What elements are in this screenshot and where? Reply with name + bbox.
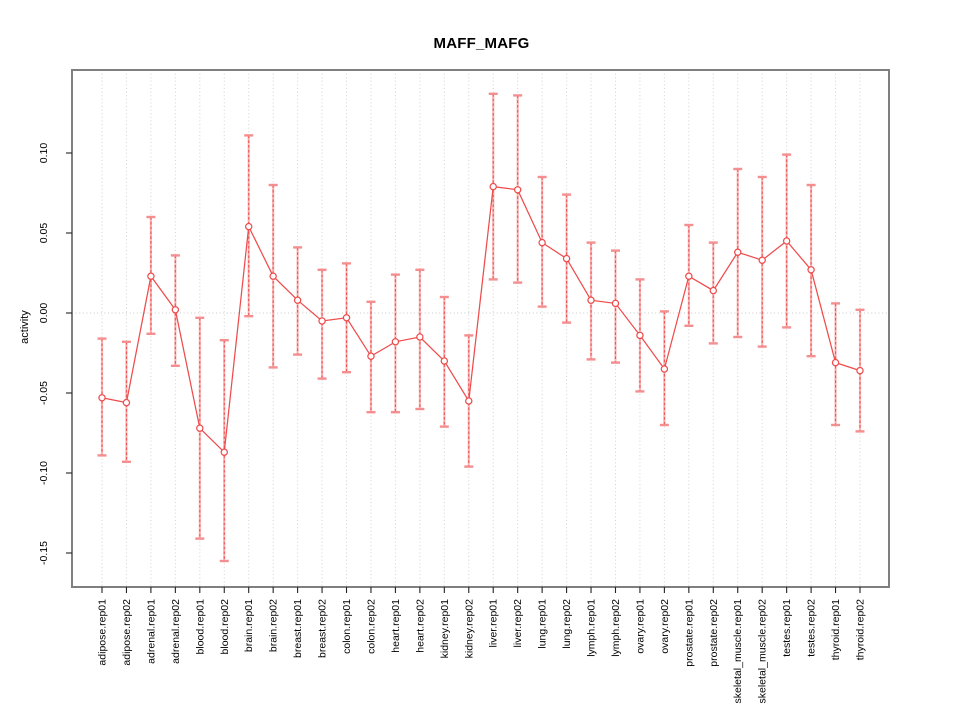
data-point (367, 352, 375, 360)
data-point (391, 338, 400, 346)
x-tick-label: prostate.rep01 (683, 599, 695, 667)
data-point (293, 296, 302, 304)
data-point (171, 306, 180, 314)
x-tick-label: skeletal_muscle.rep02 (757, 599, 769, 704)
data-point (831, 358, 840, 367)
x-tick-label: colon.rep01 (341, 599, 353, 654)
data-point (611, 299, 620, 308)
y-tick-label: -0.10 (38, 461, 50, 485)
data-point (636, 331, 644, 340)
x-tick-label: lung.rep01 (537, 599, 549, 649)
x-tick-label: adipose.rep01 (97, 599, 109, 666)
y-tick-label: 0.00 (38, 303, 50, 324)
x-tick-label: blood.rep01 (194, 599, 206, 655)
x-tick-label: kidney.rep02 (463, 599, 475, 659)
plot-frame (71, 69, 890, 588)
data-point (318, 317, 326, 325)
x-tick-label: heart.rep01 (390, 599, 402, 653)
data-point (807, 266, 815, 274)
data-point (220, 448, 228, 456)
x-tick-label: adrenal.rep01 (145, 599, 157, 664)
x-tick-label: testes.rep01 (781, 599, 793, 657)
y-tick-label: 0.10 (38, 143, 50, 164)
data-point (465, 397, 473, 405)
data-point (196, 424, 204, 432)
x-tick-label: ovary.rep01 (634, 599, 646, 654)
data-point (538, 238, 546, 247)
x-tick-label: kidney.rep01 (439, 599, 451, 659)
data-point (342, 314, 351, 322)
data-point (244, 222, 253, 231)
x-tick-label: lymph.rep02 (610, 599, 622, 657)
data-point (734, 248, 742, 256)
data-point (709, 286, 718, 295)
data-point (660, 365, 669, 373)
x-tick-label: adrenal.rep02 (170, 599, 182, 664)
x-tick-label: ovary.rep02 (659, 599, 671, 654)
x-tick-label: thyroid.rep01 (830, 599, 842, 660)
x-tick-label: lymph.rep01 (586, 599, 598, 657)
data-point (440, 357, 449, 365)
y-tick-label: 0.05 (38, 223, 50, 244)
data-point (685, 272, 693, 280)
x-tick-label: adipose.rep02 (121, 599, 133, 666)
data-point (513, 186, 522, 194)
x-tick-label: heart.rep02 (414, 599, 426, 653)
x-tick-label: blood.rep02 (219, 599, 231, 655)
data-point (98, 394, 106, 402)
data-point (758, 256, 766, 264)
data-point (122, 398, 131, 407)
data-point (147, 272, 155, 280)
data-point (562, 254, 571, 263)
x-tick-label: liver.rep02 (512, 599, 524, 648)
data-point (856, 366, 864, 375)
data-point (782, 237, 791, 245)
data-point (489, 182, 497, 191)
x-tick-label: breast.rep01 (292, 599, 304, 658)
x-tick-label: prostate.rep02 (708, 599, 720, 667)
plot-title: MAFF_MAFG (433, 35, 530, 52)
x-tick-label: thyroid.rep02 (855, 599, 867, 660)
x-tick-label: brain.rep01 (243, 599, 255, 652)
x-tick-label: skeletal_muscle.rep01 (732, 599, 744, 704)
x-tick-label: lung.rep02 (561, 599, 573, 649)
x-tick-label: brain.rep02 (268, 599, 280, 652)
x-tick-label: colon.rep02 (365, 599, 377, 654)
data-point (269, 272, 277, 280)
data-point (416, 333, 424, 341)
x-tick-label: breast.rep02 (317, 599, 329, 658)
series-line (101, 185, 861, 454)
data-point (587, 296, 595, 304)
y-tick-label: -0.15 (38, 541, 50, 565)
x-tick-label: liver.rep01 (488, 599, 500, 648)
y-tick-label: -0.05 (38, 381, 50, 405)
x-tick-label: testes.rep02 (806, 599, 818, 657)
